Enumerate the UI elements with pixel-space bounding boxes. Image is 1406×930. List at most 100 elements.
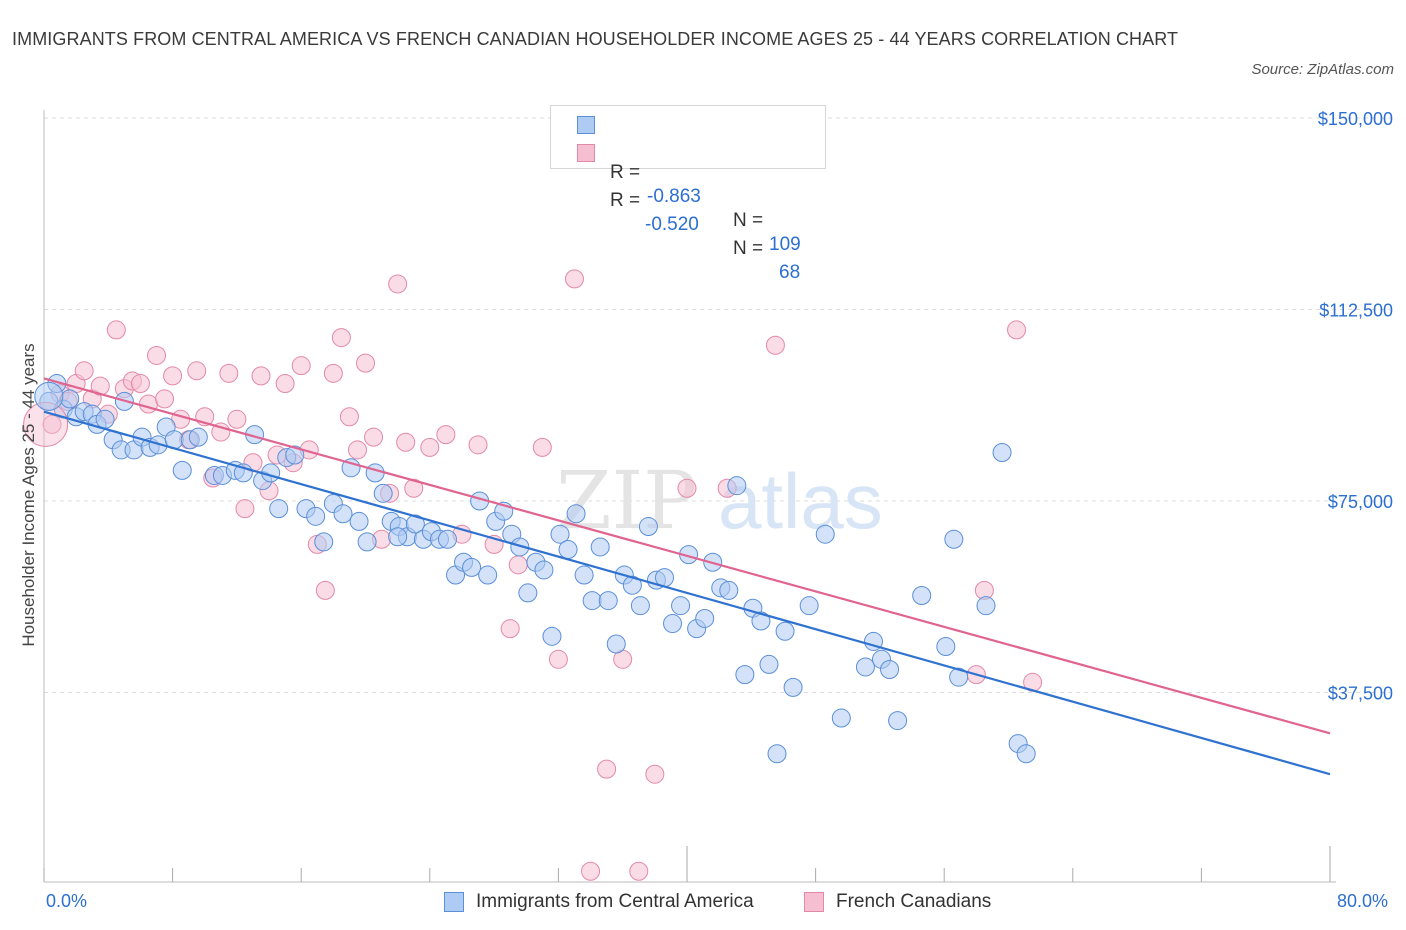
point-central-america-cluster (34, 381, 64, 411)
legend-row-french-canadians: R = -0.520 N = 68 (577, 141, 800, 283)
point-french-canadians-40 (364, 427, 384, 447)
point-french-canadians-29 (275, 374, 295, 394)
point-french-canadians-38 (347, 440, 367, 460)
chart-title: IMMIGRANTS FROM CENTRAL AMERICA VS FRENC… (12, 29, 1179, 49)
legend-n-label: N = (733, 238, 764, 259)
point-french-canadians-36 (331, 328, 351, 348)
trend-line-central-america (43, 410, 1331, 776)
legend-entry-central-america: Immigrants from Central America (444, 890, 784, 914)
legend-swatch-blue (577, 116, 595, 134)
point-central-america-104 (976, 596, 996, 616)
y-tick-label-0: $37,500 (1328, 684, 1393, 704)
point-central-america-102 (936, 637, 956, 657)
legend-entry-french-canadians: French Canadians (804, 890, 1004, 914)
point-french-canadians-26 (251, 366, 271, 386)
point-central-america-83 (719, 580, 739, 600)
point-central-america-18 (172, 460, 192, 480)
point-central-america-44 (405, 514, 425, 534)
point-french-canadians-34 (315, 580, 335, 600)
point-french-canadians-44 (396, 432, 416, 452)
point-central-america-92 (799, 596, 819, 616)
point-french-canadians-59 (629, 861, 649, 881)
point-central-america-66 (582, 591, 602, 611)
point-french-canadians-60 (645, 764, 665, 784)
point-central-america-73 (638, 517, 658, 537)
point-french-canadians-56 (581, 861, 601, 881)
point-french-canadians-24 (235, 499, 255, 519)
watermark-atlas: atlas (718, 457, 883, 545)
legend-r-label: R = (610, 190, 641, 211)
point-french-canadians-8 (106, 320, 126, 340)
point-central-america-60 (534, 560, 554, 580)
legend-n-label: N = (733, 210, 764, 231)
point-central-america-85 (735, 665, 755, 685)
point-central-america-72 (630, 596, 650, 616)
point-central-america-63 (558, 540, 578, 560)
point-french-canadians-55 (564, 269, 584, 289)
y-axis-label: Householder Income Ages 25 - 44 years (19, 343, 38, 647)
legend-swatch-pink (577, 144, 595, 162)
point-french-canadians-15 (163, 366, 183, 386)
point-french-canadians-22 (219, 363, 239, 383)
point-french-canadians-18 (187, 361, 207, 381)
point-french-canadians-47 (436, 425, 456, 445)
point-french-canadians-39 (356, 353, 375, 373)
legend-r-value: -0.520 (645, 214, 699, 235)
source-credit: Source: ZipAtlas.com (1251, 61, 1394, 78)
point-central-america-103 (949, 667, 969, 687)
point-french-canadians-53 (532, 437, 552, 457)
legend-swatch-pink (804, 892, 824, 912)
point-central-america-88 (759, 654, 779, 674)
point-french-canadians-14 (155, 389, 175, 409)
legend-swatch-blue (444, 892, 464, 912)
point-french-canadians-31 (291, 356, 311, 376)
legend-label-central-america: Immigrants from Central America (476, 891, 754, 912)
point-french-canadians-37 (339, 407, 359, 427)
trend-line-french-canadians (43, 377, 1331, 735)
point-central-america-62 (550, 524, 570, 544)
point-central-america-67 (590, 537, 610, 557)
point-central-america-89 (767, 744, 787, 764)
point-french-canadians-35 (323, 363, 343, 383)
point-central-america-77 (671, 596, 691, 616)
gridlines (44, 117, 1390, 693)
point-central-america-38 (357, 532, 377, 552)
point-french-canadians-13 (147, 345, 167, 365)
watermark: ZIP atlas (556, 454, 883, 547)
point-central-america-69 (606, 634, 626, 654)
point-french-canadians-23 (227, 409, 247, 429)
point-central-america-39 (365, 463, 385, 483)
point-central-america-32 (306, 506, 326, 526)
point-central-america-53 (478, 565, 498, 585)
point-central-america-37 (349, 511, 369, 531)
point-french-canadians-57 (597, 759, 617, 779)
point-french-canadians-0 (42, 414, 62, 434)
point-french-canadians-63 (765, 335, 785, 355)
x-tick-label-max: 80.0% (1337, 891, 1389, 911)
point-french-canadians-52 (508, 555, 528, 575)
y-tick-label-3: $150,000 (1318, 109, 1393, 129)
point-central-america-71 (622, 575, 642, 595)
point-french-canadians-66 (1007, 320, 1027, 340)
stats-legend: R = -0.863 N = 109 R = -0.520 N = 68 (550, 105, 826, 283)
point-french-canadians-49 (468, 435, 488, 455)
point-central-america-68 (598, 591, 618, 611)
data-points (23, 269, 1043, 881)
legend-r-value: -0.863 (647, 186, 701, 207)
watermark-zip: ZIP (556, 454, 697, 547)
x-tick-label-min: 0.0% (46, 891, 88, 911)
point-french-canadians-11 (130, 374, 150, 394)
y-tick-labels: $37,500 $75,000 $112,500 $150,000 (1318, 109, 1393, 704)
point-central-america-94 (831, 708, 851, 728)
point-central-america-3 (60, 389, 80, 409)
point-central-america-48 (437, 529, 457, 549)
point-central-america-51 (462, 557, 482, 577)
point-central-america-108 (388, 527, 408, 547)
point-central-america-8 (95, 409, 115, 429)
point-central-america-76 (663, 614, 683, 634)
point-central-america-20 (188, 427, 208, 447)
point-central-america-98 (880, 660, 900, 680)
y-tick-label-1: $75,000 (1328, 492, 1393, 512)
legend-row-central-america: R = -0.863 N = 109 (577, 113, 801, 255)
point-central-america-65 (574, 565, 594, 585)
